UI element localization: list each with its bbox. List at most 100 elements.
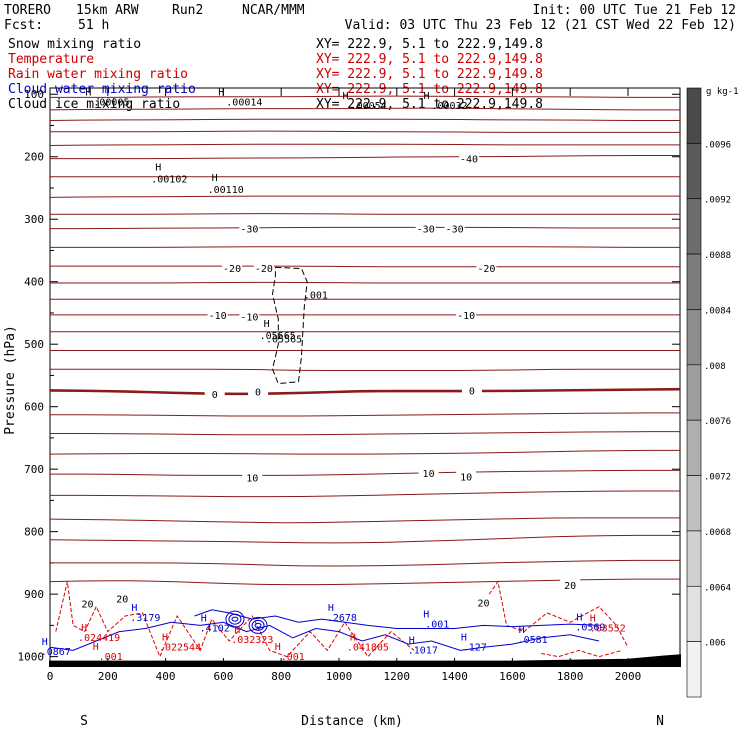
model-source: NCAR/MMM [242, 3, 305, 18]
isotherm-label-bg [248, 385, 269, 397]
model-name: TORERO [4, 3, 51, 18]
y-tick-label: 1000 [18, 651, 45, 664]
isotherm-label: -20 [477, 264, 495, 275]
isotherm-label: -20 [255, 264, 273, 275]
cloud-water-ring [251, 619, 265, 631]
colorbar-tick-label: .0068 [704, 528, 731, 538]
isotherm-label-bg [204, 388, 225, 400]
x-tick-label: 1600 [499, 670, 526, 683]
isotherm-line [50, 265, 680, 268]
top-value-label: .00032 [431, 101, 467, 112]
cloud-water-ring [228, 613, 242, 625]
valid-time: Valid: 03 UTC Thu 23 Feb 12 (21 CST Wed … [345, 18, 736, 33]
x-tick-label: 400 [156, 670, 176, 683]
colorbar-bin [686, 253, 702, 310]
isotherm-line [50, 559, 680, 567]
rain-max-marker: H [93, 642, 99, 653]
isotherm-label: 10 [423, 469, 435, 480]
isotherm-label: 20 [564, 581, 576, 592]
cloud-value-label: .0569 [575, 622, 605, 633]
x-axis-title: Distance (km) [301, 714, 403, 729]
high-marker-value: .00110 [208, 185, 244, 196]
isotherm-label-bg [415, 222, 436, 234]
colorbar: .0096 .0092 .0088 .0084 .008 .0076 .0072 .0068.… [686, 87, 731, 698]
colorbar-bin [686, 475, 702, 532]
isotherm-line [49, 534, 680, 544]
high-marker: H [343, 91, 349, 102]
isotherm-label-bg [207, 308, 228, 320]
isotherms: -40 -30 -30 -30 -20 -20 -20 -10 -10 -10 0 0 0 10 10 10 2… [49, 95, 681, 611]
x-tick-label: 600 [213, 670, 233, 683]
cloud-value-label: .0867 [41, 647, 71, 658]
ice-contour-label: .001 [304, 291, 328, 302]
cloud-value-label: .2678 [327, 613, 357, 624]
isotherm-label-bg [461, 384, 482, 396]
colorbar-bin [686, 641, 702, 698]
isotherm-label: 10 [460, 473, 472, 484]
isotherm-line [49, 130, 680, 133]
isotherm-label: -10 [209, 311, 227, 322]
rain-max-marker: H [162, 632, 168, 643]
colorbar-bin [686, 87, 702, 144]
isotherm-label-bg [459, 152, 480, 164]
field-coordinates: XY= 222.9, 5.1 to 222.9,149.8 [316, 37, 543, 52]
y-tick-label: 600 [24, 401, 44, 414]
colorbar-bin [686, 143, 702, 200]
high-marker: H [155, 163, 161, 174]
x-tick-label: 1000 [326, 670, 353, 683]
field-name: Cloud ice mixing ratio [8, 97, 180, 112]
y-tick-label: 200 [24, 151, 44, 164]
colorbar-tick-label: .0072 [704, 473, 731, 483]
rain-value-label: .041805 [347, 642, 389, 653]
isotherm-label-bg [444, 222, 465, 234]
rain-contour [541, 649, 623, 658]
high-marker: H [218, 88, 224, 99]
y-tick-label: 400 [24, 276, 44, 289]
isotherm-label: -10 [457, 311, 475, 322]
field-name: Temperature [8, 52, 94, 67]
isotherm-label: -40 [460, 155, 478, 166]
ice-contour-label: .05565 [266, 334, 302, 345]
cloud-max-marker: H [519, 625, 525, 636]
colorbar-bin [686, 585, 702, 642]
forecast-value: 51 h [78, 18, 109, 33]
cloud-value-label: .001 [425, 619, 449, 630]
colorbar-bin [686, 309, 702, 366]
colorbar-tick-label: .0076 [704, 417, 731, 427]
cloud-value-label: .0581 [518, 635, 548, 646]
cloud-value-label: .127 [463, 642, 487, 653]
rain-max-marker: H [234, 625, 240, 636]
cloud-max-marker: H [461, 632, 467, 643]
isotherm-line [50, 95, 680, 98]
y-tick-label: 900 [24, 588, 44, 601]
rain-max-marker: H [350, 632, 356, 643]
cloud-water-ring [254, 622, 262, 628]
isotherm-line [49, 412, 680, 417]
field-name: Snow mixing ratio [8, 37, 141, 52]
cloud-value-label: .3179 [130, 613, 160, 624]
cloud-water-ring [231, 616, 239, 622]
plot-area: 0 200 400 600 800 1000 1200 1400 1600 1800 2000100… [18, 87, 681, 683]
cloud-max-marker: H [201, 614, 207, 625]
cloud-water-contour [49, 621, 600, 651]
isotherm-label: 0 [212, 390, 218, 401]
cloud-value-label: .1017 [408, 646, 438, 657]
isotherm-label-bg [222, 261, 243, 273]
colorbar-tick-label: .0096 [704, 140, 731, 150]
isotherm-line [49, 387, 681, 396]
colorbar-tick-label: .0088 [704, 251, 731, 261]
isotherm-label: -30 [446, 225, 464, 236]
x-tick-label: 2000 [615, 670, 642, 683]
cloud-max-marker: H [409, 636, 415, 647]
isotherm-label-bg [77, 597, 98, 609]
x-tick-label: 1400 [441, 670, 468, 683]
rain-value-label: .024419 [78, 633, 120, 644]
isotherm-label: 0 [255, 388, 261, 399]
field-coordinates: XY= 222.9, 5.1 to 222.9,149.8 [316, 82, 543, 97]
high-marker-value: .00102 [151, 175, 187, 186]
isotherm-label-bg [456, 308, 477, 320]
rain-value-label: .001 [281, 652, 305, 663]
field-name: Cloud water mixing ratio [8, 82, 196, 97]
isotherm-label: -30 [417, 225, 435, 236]
